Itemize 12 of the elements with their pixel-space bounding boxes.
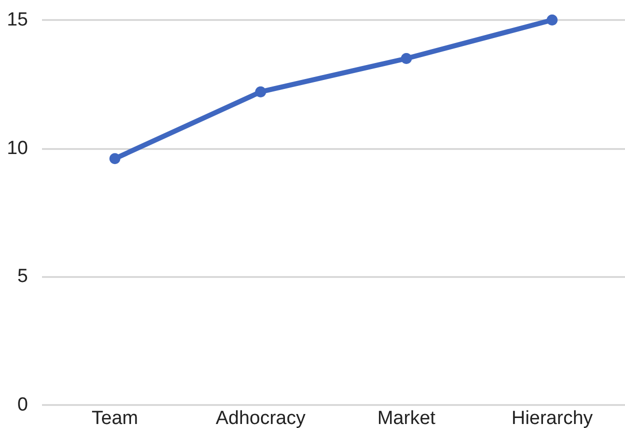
x-tick-label: Adhocracy [216, 408, 306, 428]
x-tick-label: Hierarchy [511, 408, 594, 428]
point [400, 53, 412, 64]
x-tick-label: Market [377, 408, 436, 428]
y-tick-label: 5 [17, 266, 28, 288]
y-tick-label: 10 [6, 138, 28, 159]
y-tick-label: 0 [17, 394, 28, 416]
y-tick-label: 15 [6, 10, 28, 30]
point [109, 153, 120, 164]
point [255, 86, 266, 98]
x-tick-label: Team [92, 408, 138, 428]
point [546, 14, 558, 26]
